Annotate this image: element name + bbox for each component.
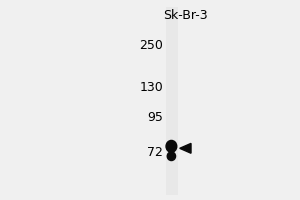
- Polygon shape: [180, 143, 191, 153]
- Text: 72: 72: [148, 146, 164, 159]
- Bar: [166, 7, 178, 195]
- Text: 95: 95: [148, 111, 164, 124]
- Ellipse shape: [166, 140, 177, 152]
- Text: 130: 130: [140, 81, 164, 94]
- Text: 250: 250: [140, 39, 164, 52]
- Ellipse shape: [167, 152, 176, 161]
- Text: Sk-Br-3: Sk-Br-3: [164, 9, 208, 22]
